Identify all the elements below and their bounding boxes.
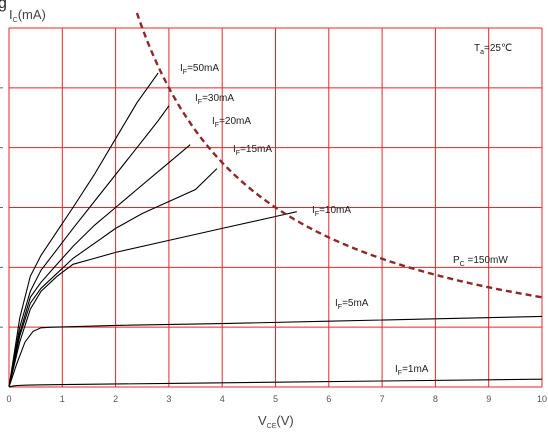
- curve-group: [8, 72, 543, 388]
- series-line: [8, 211, 297, 388]
- cut-off-title: g: [0, 0, 7, 12]
- annotation-group: IF=50mA IF=30mA IF=20mA IF=15mA IF=10mA IF=5m…: [180, 43, 512, 377]
- x-tick-label: 9: [486, 394, 491, 404]
- series-label: IF=10mA: [312, 205, 351, 218]
- x-tick-label: 1: [60, 394, 65, 404]
- x-tick-label: 2: [113, 394, 118, 404]
- x-axis-label: VCE(V): [258, 413, 294, 430]
- x-tick-label: 7: [380, 394, 385, 404]
- series-line: [8, 72, 159, 388]
- series-label: IF=50mA: [180, 63, 219, 76]
- x-tick-label: 0: [6, 394, 11, 404]
- series-line: [8, 315, 543, 388]
- series-line: [8, 168, 218, 388]
- series-label: IF=15mA: [233, 144, 272, 157]
- x-tick-label: 8: [433, 394, 438, 404]
- y-axis-label: IC(mA): [9, 7, 46, 24]
- x-tick-label: 3: [166, 394, 171, 404]
- series-line: [8, 144, 191, 388]
- x-tick-label: 6: [326, 394, 331, 404]
- x-tick-label: 10: [537, 394, 547, 404]
- ambient-temp-label: Ta=25℃: [474, 43, 512, 56]
- limit-curve-label: PC =150mW: [453, 255, 508, 268]
- series-label: IF=30mA: [195, 93, 234, 106]
- series-line: [8, 378, 543, 388]
- x-axis-ticks: 0 1 2 3 4 5 6 7 8 9 10: [6, 394, 547, 404]
- series-line: [8, 105, 170, 388]
- series-label: IF=5mA: [335, 298, 369, 311]
- grid: [8, 27, 543, 388]
- x-tick-label: 5: [273, 394, 278, 404]
- y-axis-ticks: [0, 87, 3, 328]
- x-tick-label: 4: [220, 394, 225, 404]
- series-label: IF=1mA: [395, 364, 429, 377]
- series-label: IF=20mA: [212, 116, 251, 129]
